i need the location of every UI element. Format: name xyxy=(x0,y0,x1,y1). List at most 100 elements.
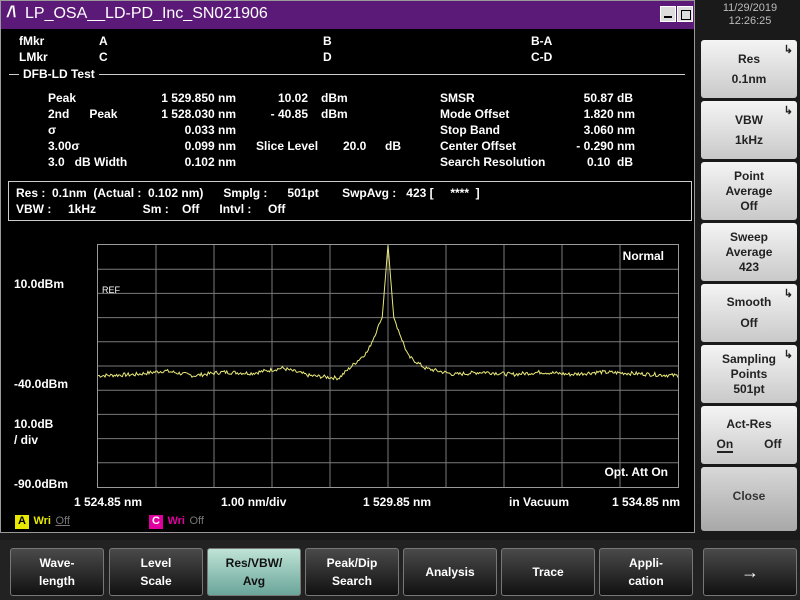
smooth-button-label: Smooth xyxy=(726,295,772,309)
second-peak-label: 2nd Peak xyxy=(48,107,118,121)
level-scale-label-1: Level xyxy=(140,556,172,570)
marker-b: B xyxy=(323,34,332,48)
minimize-button[interactable] xyxy=(660,6,676,22)
second-peak-unit: dBm xyxy=(321,107,348,121)
display-mode-label: Normal xyxy=(622,249,664,263)
res-button-label: Res xyxy=(737,52,760,66)
peak-dip-search-button[interactable]: Peak/Dip Search xyxy=(305,548,399,596)
section-divider xyxy=(9,74,685,75)
point-average-button[interactable]: Point Average Off xyxy=(701,162,797,220)
test-title: DFB-LD Test xyxy=(19,67,99,81)
res-vbw-avg-button[interactable]: Res/VBW/Avg xyxy=(207,548,301,596)
sweep-average-button[interactable]: Sweep Average 423 xyxy=(701,223,797,281)
db-width-value: 0.102 nm xyxy=(184,155,236,169)
peak-level-unit: dBm xyxy=(321,91,348,105)
peak-label: Peak xyxy=(48,91,77,105)
trace-button[interactable]: Trace xyxy=(501,548,595,596)
x-medium-label: in Vacuum xyxy=(509,495,570,509)
vbw-button-value: 1kHz xyxy=(734,133,763,147)
act-res-on-option[interactable]: On xyxy=(716,437,734,453)
marker-c-d: C-D xyxy=(531,50,553,64)
trace-label: Trace xyxy=(532,565,564,579)
three-sigma-value: 0.099 nm xyxy=(184,139,236,153)
wavelength-button[interactable]: Wave-length xyxy=(10,548,104,596)
wavelength-label-2: length xyxy=(39,574,75,588)
act-res-label: Act-Res xyxy=(726,417,772,431)
search-resolution-label: Search Resolution xyxy=(440,155,546,169)
peak-dip-label-2: Search xyxy=(331,574,372,588)
submenu-arrow-icon: ↳ xyxy=(783,288,793,300)
point-average-label-1: Point xyxy=(734,169,764,183)
analysis-label: Analysis xyxy=(425,565,475,579)
smsr-label: SMSR xyxy=(440,91,475,105)
y-div-label: / div xyxy=(14,433,39,447)
next-page-arrow-label: → xyxy=(741,562,759,582)
trace-c-indicator[interactable]: C Wri Off xyxy=(149,511,204,529)
application-label-1: Appli- xyxy=(629,556,663,570)
trace-a-indicator[interactable]: A Wri Off xyxy=(15,511,70,529)
slice-level-value: 20.0 xyxy=(343,139,367,153)
sigma-label: σ xyxy=(48,123,57,137)
stop-band-value: 3.060 nm xyxy=(583,123,635,137)
vbw-button-label: VBW xyxy=(735,113,763,127)
three-sigma-label: 3.00σ xyxy=(48,139,80,153)
res-button-value: 0.1nm xyxy=(731,72,767,86)
sampling-points-value: 501pt xyxy=(733,382,765,396)
settings-box: Res : 0.1nm (Actual : 0.102 nm) Smplg : … xyxy=(8,181,692,221)
db-width-label: 3.0 dB Width xyxy=(48,155,128,169)
center-offset-value: - 0.290 nm xyxy=(576,139,635,153)
fmkr-label: fMkr xyxy=(19,34,45,48)
y-top-label: 10.0dBm xyxy=(14,277,65,291)
y-scale-label: 10.0dB xyxy=(14,417,54,431)
x-div-label: 1.00 nm/div xyxy=(221,495,287,509)
x-start-label: 1 524.85 nm xyxy=(74,495,143,509)
x-stop-label: 1 534.85 nm xyxy=(612,495,681,509)
sweep-average-value: 423 xyxy=(738,260,760,274)
peak-level: 10.02 xyxy=(277,91,308,105)
maximize-button[interactable] xyxy=(677,6,693,22)
analysis-button[interactable]: Analysis xyxy=(403,548,497,596)
opt-att-label: Opt. Att On xyxy=(604,465,668,479)
sampling-points-button[interactable]: ↳ Sampling Points 501pt xyxy=(701,345,797,403)
smooth-button[interactable]: ↳ Smooth Off xyxy=(701,284,797,342)
settings-line-2: VBW : 1kHz Sm : Off Intvl : Off xyxy=(16,202,286,216)
point-average-value: Off xyxy=(740,199,758,213)
x-center-label: 1 529.85 nm xyxy=(363,495,432,509)
submenu-arrow-icon: ↳ xyxy=(783,349,793,361)
act-res-off-option[interactable]: Off xyxy=(764,437,782,451)
lmkr-label: LMkr xyxy=(19,50,48,64)
slice-level-unit: dB xyxy=(385,139,401,153)
app-logo-icon: /\ xyxy=(7,4,16,21)
application-button[interactable]: Appli-cation xyxy=(599,548,693,596)
clock-time: 12:26:25 xyxy=(728,15,772,27)
spectrum-graph[interactable]: Normal REF Opt. Att On xyxy=(97,244,679,488)
submenu-arrow-icon: ↳ xyxy=(783,105,793,117)
act-res-button[interactable]: Act-Res On Off xyxy=(701,406,797,464)
marker-d: D xyxy=(323,50,332,64)
submenu-arrow-icon: ↳ xyxy=(783,44,793,56)
close-button[interactable]: Close xyxy=(701,467,797,531)
trace-a-letter: A xyxy=(15,515,29,529)
trace-a-state: Off xyxy=(55,515,70,527)
sweep-average-label-1: Sweep xyxy=(729,230,768,244)
sampling-points-label-2: Points xyxy=(730,367,768,381)
marker-b-a: B-A xyxy=(531,34,553,48)
window-title: LP_OSA__LD-PD_Inc_SN021906 xyxy=(25,5,268,22)
second-peak-wavelength: 1 528.030 nm xyxy=(161,107,236,121)
level-scale-label-2: Scale xyxy=(140,574,172,588)
vbw-button[interactable]: ↳ VBW 1kHz xyxy=(701,101,797,159)
mode-offset-value: 1.820 nm xyxy=(583,107,635,121)
smooth-button-value: Off xyxy=(740,316,758,330)
next-page-arrow-icon[interactable]: → xyxy=(703,548,797,596)
slice-level-label: Slice Level xyxy=(256,139,319,153)
res-button[interactable]: ↳ Res 0.1nm xyxy=(701,40,797,98)
application-label-2: cation xyxy=(628,574,664,588)
second-peak-level: - 40.85 xyxy=(270,107,308,121)
mode-offset-label: Mode Offset xyxy=(440,107,510,121)
smsr-value: 50.87 dB xyxy=(583,91,633,105)
sigma-value: 0.033 nm xyxy=(184,123,236,137)
marker-c: C xyxy=(99,50,108,64)
level-scale-button[interactable]: Level Scale xyxy=(109,548,203,596)
close-button-label: Close xyxy=(732,489,766,503)
sweep-average-label-2: Average xyxy=(725,245,773,259)
